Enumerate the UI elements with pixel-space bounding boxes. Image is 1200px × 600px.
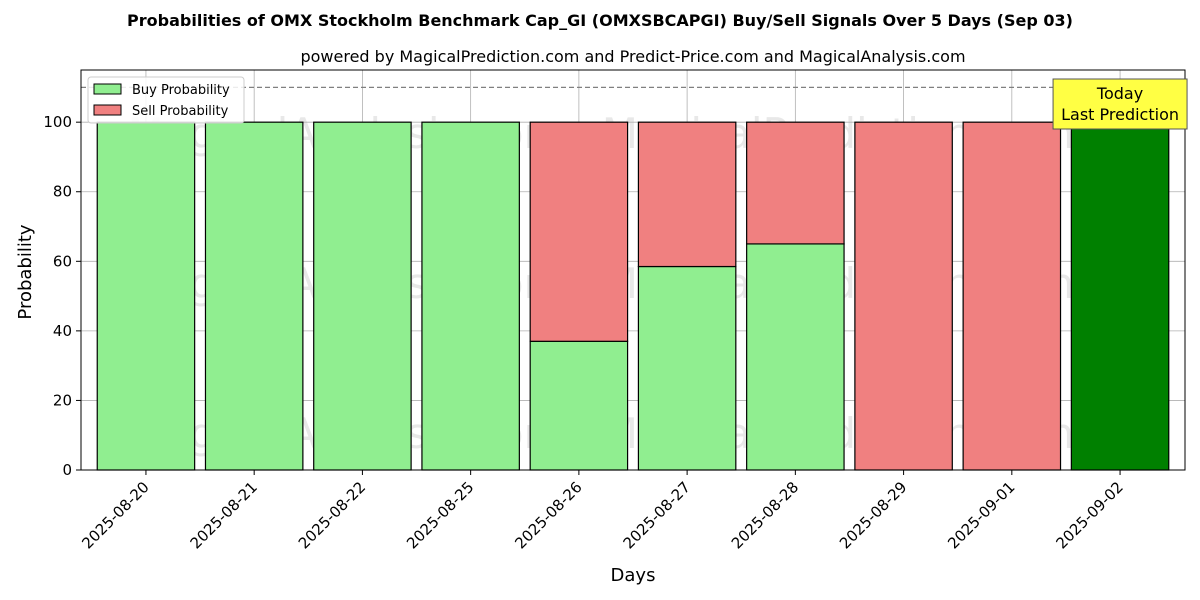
legend-swatch (93, 104, 122, 116)
x-tick-label: 2025-08-27 (620, 478, 694, 552)
bar-buy-2025-08-20 (96, 121, 196, 471)
x-tick-label: 2025-08-29 (836, 478, 910, 552)
bar-sell-2025-08-27 (637, 121, 737, 268)
y-tick-label: 100 (43, 113, 72, 131)
x-tick-label: 2025-08-28 (728, 478, 802, 552)
y-tick-label: 40 (53, 322, 72, 340)
bar-buy-2025-08-27 (637, 265, 737, 471)
bar-buy-2025-09-02 (1070, 121, 1170, 471)
bars (96, 121, 1170, 471)
x-tick-label: 2025-08-21 (187, 478, 261, 552)
legend-label: Sell Probability (132, 104, 229, 119)
today-annotation: Today Last Prediction (1052, 78, 1188, 130)
bar-sell-2025-09-01 (962, 121, 1062, 471)
legend: Buy Probability Sell Probability (87, 76, 245, 124)
bar-buy-2025-08-21 (204, 121, 304, 471)
x-tick-label: 2025-08-22 (295, 478, 369, 552)
bar-buy-2025-08-26 (529, 340, 629, 471)
bar-buy-2025-08-25 (421, 121, 520, 471)
x-tick-label: 2025-09-02 (1053, 478, 1127, 552)
bar-sell-2025-08-26 (529, 121, 629, 342)
x-tick-label: 2025-09-01 (944, 478, 1018, 552)
y-tick-label: 60 (53, 252, 72, 270)
bar-buy-2025-08-22 (313, 121, 412, 471)
y-tick-label: 20 (53, 391, 72, 409)
chart-title: Probabilities of OMX Stockholm Benchmark… (127, 11, 1073, 30)
annotation-line: Today (1096, 84, 1143, 103)
plot-frame (80, 69, 1186, 471)
annotation-line: Last Prediction (1061, 105, 1179, 124)
x-tick-label: 2025-08-20 (78, 478, 152, 552)
x-axis-label: Days (611, 565, 656, 586)
legend-box (87, 76, 245, 124)
chart-subtitle: powered by MagicalPrediction.com and Pre… (300, 47, 965, 66)
x-tick-label: 2025-08-25 (403, 478, 477, 552)
x-ticks: 2025-08-20 2025-08-21 2025-08-22 2025-08-25… (78, 470, 1127, 552)
legend-swatch (93, 83, 122, 95)
bar-buy-2025-08-28 (746, 243, 845, 471)
annotation-box (1052, 78, 1188, 130)
y-tick-label: 0 (62, 461, 72, 479)
legend-label: Buy Probability (132, 83, 230, 98)
y-ticks: 0 20 40 60 80 100 (43, 113, 81, 479)
bar-sell-2025-08-28 (746, 121, 845, 245)
x-tick-label: 2025-08-26 (511, 478, 585, 552)
y-axis-label: Probability (15, 224, 36, 319)
y-tick-label: 80 (53, 183, 72, 201)
bar-sell-2025-08-29 (854, 121, 953, 471)
